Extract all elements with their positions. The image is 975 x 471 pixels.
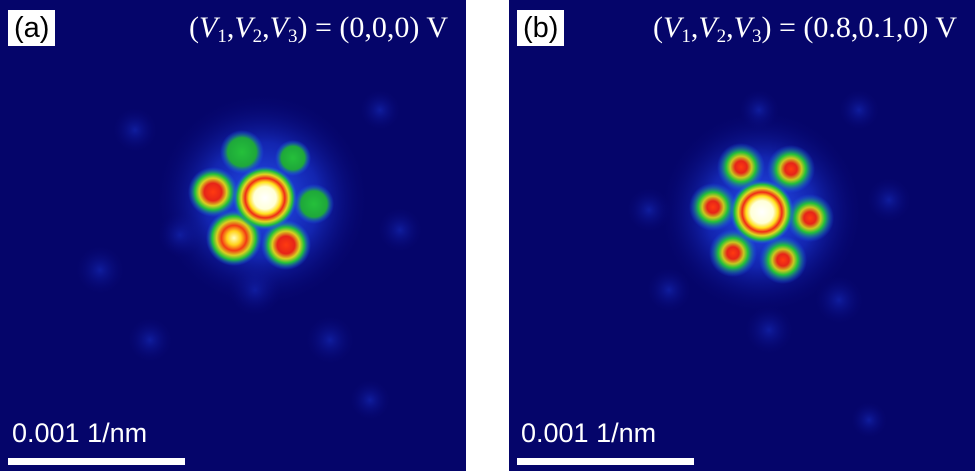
- scale-bar: [517, 458, 694, 465]
- voltage-values: = (0.8,0.1,0) V: [771, 11, 957, 44]
- var-symbol: V: [733, 11, 752, 44]
- var-symbol: V: [269, 11, 288, 44]
- panel-tag: (a): [8, 10, 56, 46]
- var-subscript: 1: [217, 26, 227, 47]
- var-subscript: 1: [681, 26, 691, 47]
- diffraction-pattern-b: [509, 0, 975, 471]
- voltage-condition: (V1,V2,V3) = (0,0,0) V: [188, 11, 448, 47]
- var-symbol: V: [662, 11, 682, 44]
- var-symbol: V: [234, 11, 253, 44]
- diffraction-panel-b: (b) (V1,V2,V3) = (0.8,0.1,0) V 0.001 1/n…: [509, 0, 975, 471]
- var-subscript: 3: [751, 26, 762, 47]
- diffraction-panel-a: (a) (V1,V2,V3) = (0,0,0) V 0.001 1/nm: [0, 0, 466, 471]
- voltage-values: = (0,0,0) V: [307, 11, 448, 44]
- scale-bar: [8, 458, 185, 465]
- diffraction-pattern-a: [0, 0, 466, 471]
- voltage-condition: (V1,V2,V3) = (0.8,0.1,0) V: [652, 11, 957, 47]
- var-subscript: 3: [287, 26, 298, 47]
- scale-bar-label: 0.001 1/nm: [12, 418, 148, 448]
- panel-tag: (b): [517, 10, 565, 46]
- var-symbol: V: [198, 11, 218, 44]
- var-subscript: 2: [716, 26, 727, 47]
- var-symbol: V: [698, 11, 717, 44]
- var-subscript: 2: [252, 26, 263, 47]
- scale-bar-label: 0.001 1/nm: [521, 418, 657, 448]
